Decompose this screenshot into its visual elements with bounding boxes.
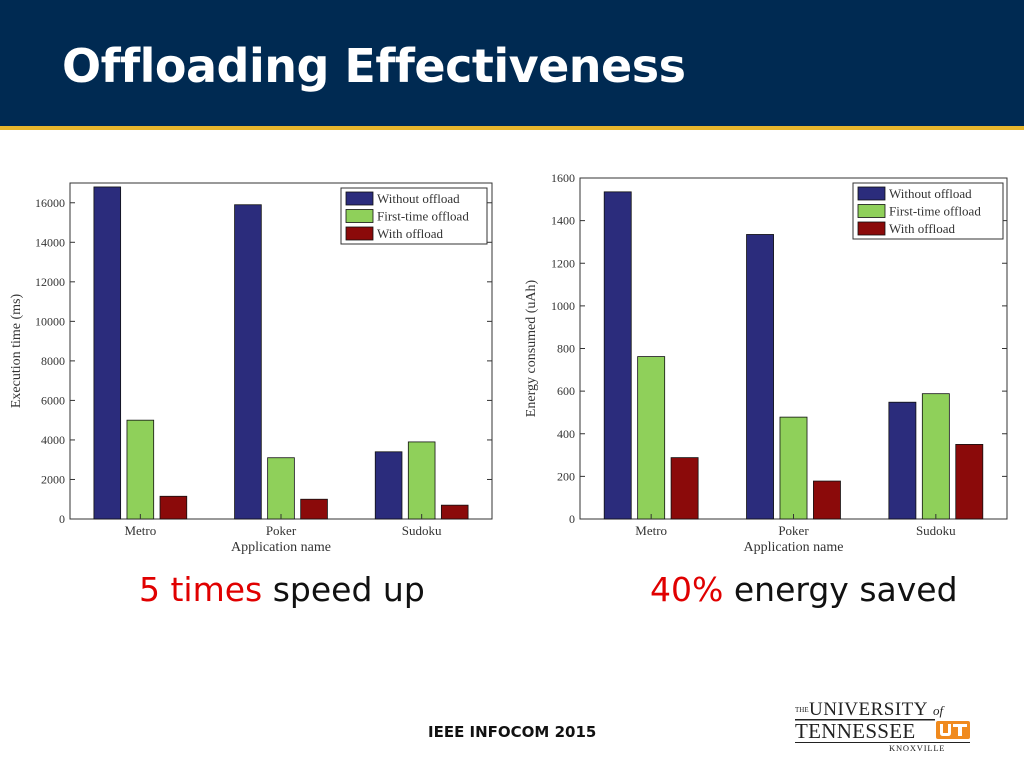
exec-bar-sudoku-0 bbox=[374, 451, 403, 520]
energy-y-tick-label: 800 bbox=[557, 342, 575, 356]
exec-legend-label: First-time offload bbox=[377, 209, 469, 224]
energy-y-tick-label: 1600 bbox=[551, 171, 575, 185]
logo-tennessee: TENNESSEE bbox=[795, 719, 916, 743]
speedup-highlight: 5 times bbox=[139, 570, 263, 609]
exec-bar-metro-1 bbox=[126, 419, 155, 520]
ut-mark-icon bbox=[936, 721, 970, 739]
energy-bar-sudoku-1 bbox=[921, 393, 950, 520]
exec-legend-swatch bbox=[345, 226, 374, 241]
logo-knoxville: KNOXVILLE bbox=[889, 743, 945, 753]
energy-y-tick-label: 600 bbox=[557, 384, 575, 398]
exec-y-tick-label: 16000 bbox=[35, 196, 65, 210]
energy-bar-sudoku-0 bbox=[888, 401, 917, 520]
energy-bar-metro-2 bbox=[670, 457, 699, 520]
exec-y-tick-label: 12000 bbox=[35, 275, 65, 289]
energy-y-tick-label: 200 bbox=[557, 469, 575, 483]
speedup-caption: 5 times speed up bbox=[139, 570, 425, 610]
energy-legend-label: First-time offload bbox=[889, 204, 981, 219]
exec-x-tick-label: Poker bbox=[266, 523, 297, 538]
logo-of: of bbox=[933, 703, 946, 718]
logo-rule bbox=[795, 719, 935, 721]
exec-legend-swatch bbox=[345, 209, 374, 223]
energy-caption: 40% energy saved bbox=[650, 570, 958, 610]
energy-bar-poker-0 bbox=[746, 234, 774, 520]
logo-university: UNIVERSITY bbox=[809, 699, 928, 720]
energy-y-tick-label: 1400 bbox=[551, 214, 575, 228]
energy-y-tick-label: 1000 bbox=[551, 299, 575, 313]
energy-x-tick-label: Sudoku bbox=[916, 523, 956, 538]
exec-bar-poker-1 bbox=[267, 457, 295, 520]
energy-x-axis-label: Application name bbox=[744, 540, 844, 555]
exec-y-tick-label: 8000 bbox=[41, 354, 65, 368]
exec-bar-sudoku-1 bbox=[407, 441, 436, 520]
exec-y-tick-label: 6000 bbox=[41, 393, 65, 407]
energy-bar-poker-2 bbox=[813, 480, 841, 520]
exec-legend-label: Without offload bbox=[377, 191, 460, 206]
slide-title: Offloading Effectiveness bbox=[62, 39, 686, 93]
university-logo: THE UNIVERSITY of TENNESSEE KNOXVILLE bbox=[795, 699, 970, 753]
energy-y-tick-label: 1200 bbox=[551, 256, 575, 270]
energy-bar-metro-0 bbox=[603, 191, 632, 520]
energy-legend-swatch bbox=[857, 186, 886, 201]
exec-bar-metro-2 bbox=[159, 495, 188, 520]
energy-highlight: 40% bbox=[650, 570, 724, 609]
energy-bar-sudoku-2 bbox=[955, 444, 984, 520]
exec-x-axis-label: Application name bbox=[231, 540, 331, 555]
energy-y-tick-label: 0 bbox=[569, 512, 575, 526]
energy-y-axis-label: Energy consumed (uAh) bbox=[524, 279, 539, 417]
title-bar bbox=[0, 0, 1024, 126]
title-bar-stripe bbox=[0, 126, 1024, 130]
logo-the: THE bbox=[795, 706, 809, 714]
speedup-text: speed up bbox=[262, 570, 425, 609]
exec-x-tick-label: Metro bbox=[124, 523, 156, 538]
energy-legend-swatch bbox=[857, 204, 886, 218]
exec-legend-label: With offload bbox=[377, 226, 444, 241]
exec-y-tick-label: 2000 bbox=[41, 472, 65, 486]
exec-y-tick-label: 4000 bbox=[41, 433, 65, 447]
energy-legend-swatch bbox=[857, 221, 886, 236]
energy-legend-label: Without offload bbox=[889, 186, 972, 201]
exec-bar-sudoku-2 bbox=[440, 504, 469, 520]
exec-y-tick-label: 0 bbox=[59, 512, 65, 526]
exec-bar-metro-0 bbox=[93, 186, 122, 520]
exec-y-tick-label: 14000 bbox=[35, 235, 65, 249]
exec-y-axis-label: Execution time (ms) bbox=[9, 294, 24, 409]
exec-x-tick-label: Sudoku bbox=[402, 523, 442, 538]
exec-bar-poker-0 bbox=[234, 204, 262, 520]
exec-y-tick-label: 10000 bbox=[35, 314, 65, 328]
energy-x-tick-label: Metro bbox=[635, 523, 667, 538]
exec-legend-swatch bbox=[345, 191, 374, 206]
energy-text: energy saved bbox=[723, 570, 958, 609]
conference-footer: IEEE INFOCOM 2015 bbox=[428, 723, 597, 741]
energy-y-tick-label: 400 bbox=[557, 427, 575, 441]
logo-rule-bottom bbox=[795, 742, 970, 743]
energy-x-tick-label: Poker bbox=[778, 523, 809, 538]
exec-bar-poker-2 bbox=[300, 498, 328, 520]
energy-bar-poker-1 bbox=[779, 416, 808, 520]
energy-legend-label: With offload bbox=[889, 221, 956, 236]
energy-bar-metro-1 bbox=[637, 356, 666, 520]
